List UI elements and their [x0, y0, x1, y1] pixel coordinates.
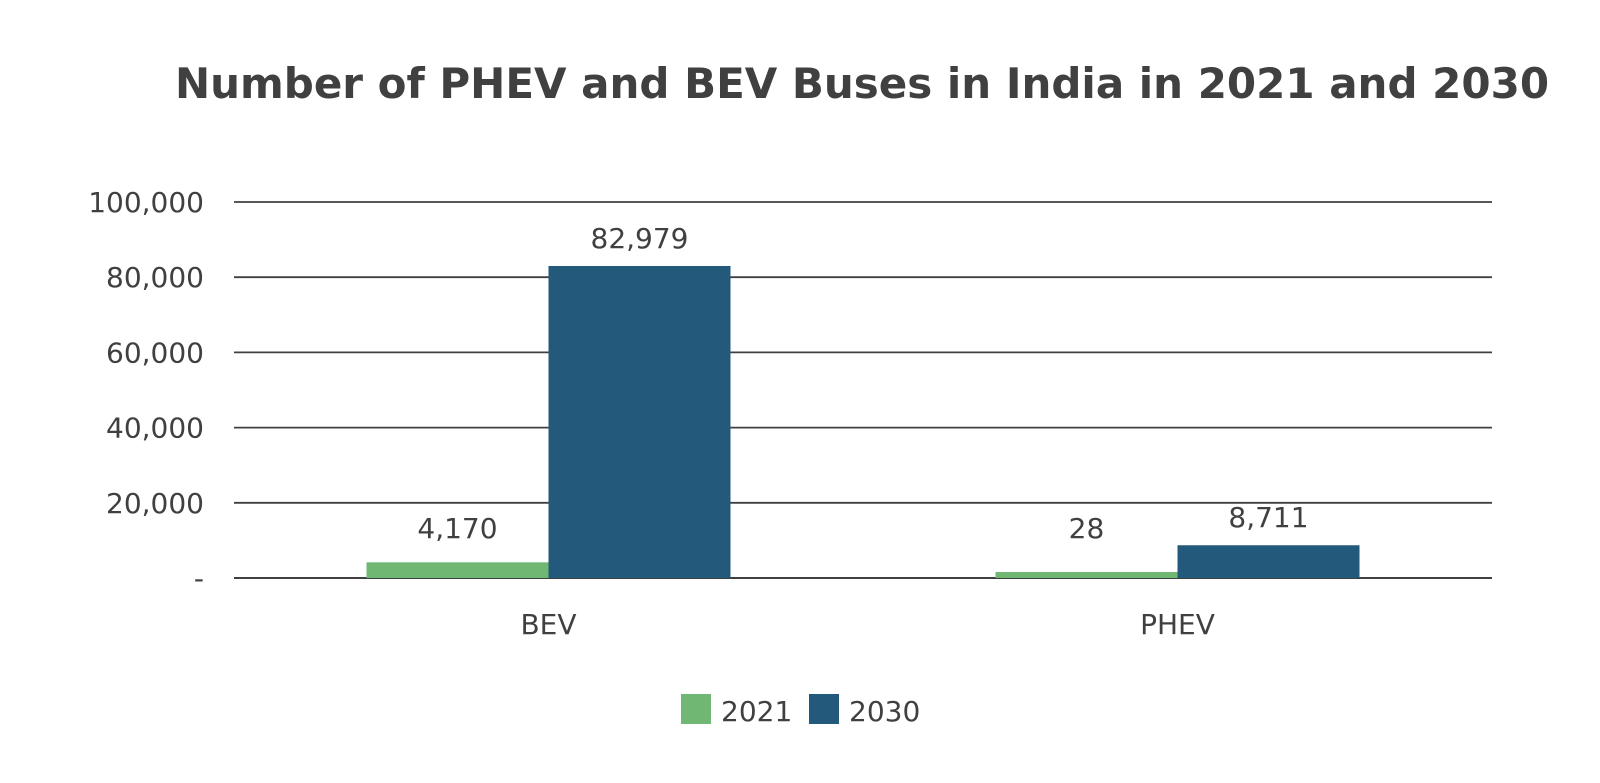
bar-bev-2021	[366, 562, 549, 578]
y-tick-label: 40,000	[106, 412, 204, 445]
bar-bev-2030	[548, 265, 731, 578]
legend-label-2030: 2030	[849, 695, 920, 728]
data-label-bev-2021: 4,170	[417, 512, 497, 545]
x-tick-label-phev: PHEV	[1140, 608, 1215, 641]
bars	[366, 265, 1360, 578]
legend-swatch-2030	[809, 694, 839, 724]
chart-title: Number of PHEV and BEV Buses in India in…	[175, 59, 1549, 108]
y-tick-label: 20,000	[106, 487, 204, 520]
legend-swatch-2021	[681, 694, 711, 724]
x-tick-label-bev: BEV	[520, 608, 576, 641]
x-axis-tick-labels: BEV PHEV	[520, 608, 1214, 641]
y-tick-label: 60,000	[106, 336, 204, 369]
data-label-phev-2030: 8,711	[1228, 501, 1308, 534]
data-labels: 4,170 82,979 28 8,711	[417, 222, 1308, 545]
y-tick-label: 100,000	[88, 186, 204, 219]
y-tick-label: 80,000	[106, 261, 204, 294]
legend: 2021 2030	[681, 694, 920, 728]
y-axis-tick-labels: - 20,000 40,000 60,000 80,000 100,000	[88, 186, 204, 595]
data-label-phev-2021: 28	[1069, 512, 1105, 545]
data-label-bev-2030: 82,979	[591, 222, 689, 255]
bar-phev-2030	[1177, 545, 1360, 578]
y-tick-label: -	[194, 562, 204, 595]
bar-phev-2021	[995, 572, 1178, 578]
legend-label-2021: 2021	[721, 695, 792, 728]
